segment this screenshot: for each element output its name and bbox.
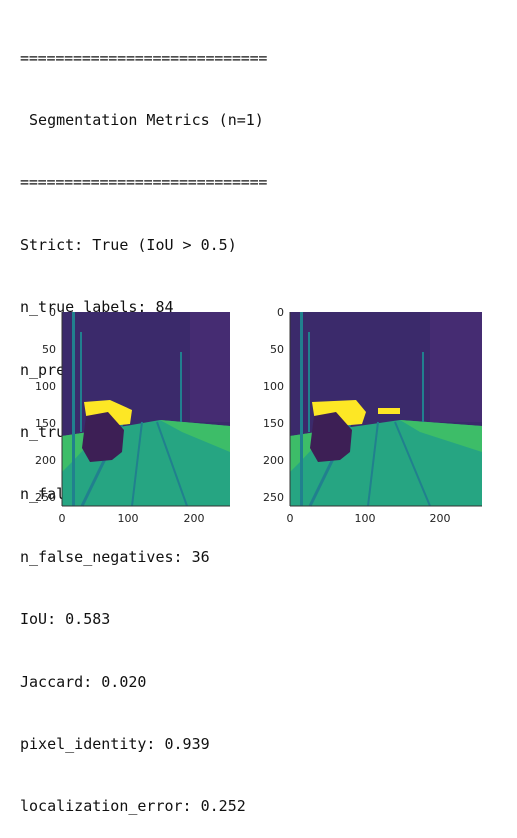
pole-left (72, 312, 75, 506)
y-tick-250: 250 (35, 491, 56, 504)
y-tick-200: 200 (35, 454, 56, 467)
separator-top: ============================ (20, 48, 268, 67)
pole-2 (80, 332, 82, 432)
ground-truth-axes: 0 100 200 0 50 100 150 200 250 (35, 306, 230, 525)
prediction-image (290, 312, 482, 507)
road-line-2 (394, 421, 431, 507)
ground-truth-svg: 0 100 200 0 50 100 150 200 250 (35, 306, 230, 525)
y-tick-0: 0 (49, 306, 56, 319)
vehicle-dark (82, 412, 124, 462)
building-region (190, 312, 230, 422)
road-line-3 (131, 421, 143, 507)
y-tick-0: 0 (277, 306, 284, 319)
road-line-3 (367, 421, 379, 507)
separator-bottom: ============================ (20, 173, 268, 192)
x-tick-0: 0 (59, 512, 66, 525)
x-tick-200: 200 (430, 512, 451, 525)
y-tick-50: 50 (42, 343, 56, 356)
x-tick-100: 100 (355, 512, 376, 525)
ground-truth-plot: 0 100 200 0 50 100 150 200 250 (26, 300, 246, 530)
vehicle-dark (310, 412, 352, 462)
metrics-title: Segmentation Metrics (n=1) (20, 110, 264, 129)
metric-jaccard: Jaccard: 0.020 (20, 672, 147, 691)
sidewalk-right (160, 420, 230, 452)
ground-truth-image (62, 312, 230, 507)
pole-2 (308, 332, 310, 432)
x-tick-100: 100 (118, 512, 139, 525)
y-tick-250: 250 (263, 491, 284, 504)
y-tick-100: 100 (35, 380, 56, 393)
metric-localization-error: localization_error: 0.252 (20, 797, 246, 816)
y-tick-200: 200 (263, 454, 284, 467)
prediction-plot: 0 100 200 0 50 100 150 200 250 (254, 300, 484, 530)
pole-3 (422, 352, 424, 422)
metric-n-false-negatives: n_false_negatives: 36 (20, 547, 210, 566)
metric-n-true-labels: n_true_labels: 84 (20, 298, 174, 317)
pole-3 (180, 352, 182, 422)
prediction-axes: 0 100 200 0 50 100 150 200 250 (263, 306, 482, 525)
y-tick-100: 100 (263, 380, 284, 393)
pole-left (300, 312, 303, 506)
building-region (430, 312, 482, 422)
y-tick-150: 150 (263, 417, 284, 430)
x-tick-0: 0 (287, 512, 294, 525)
metric-strict: Strict: True (IoU > 0.5) (20, 235, 237, 254)
sidewalk-right (400, 420, 482, 452)
road-line-2 (156, 421, 188, 507)
metric-iou: IoU: 0.583 (20, 610, 111, 629)
car-yellow-small (378, 408, 400, 414)
y-tick-150: 150 (35, 417, 56, 430)
prediction-svg: 0 100 200 0 50 100 150 200 250 (263, 306, 482, 525)
x-tick-200: 200 (184, 512, 205, 525)
metric-pixel-identity: pixel_identity: 0.939 (20, 734, 210, 753)
y-tick-50: 50 (270, 343, 284, 356)
